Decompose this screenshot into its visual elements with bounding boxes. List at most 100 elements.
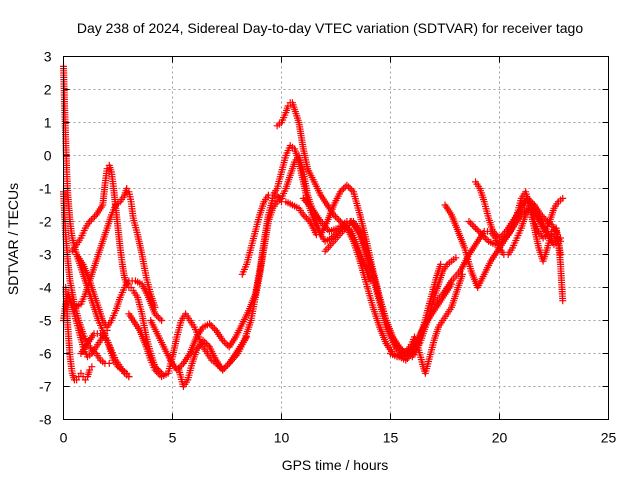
- x-tick-label: 5: [169, 430, 177, 446]
- data-point: [291, 204, 294, 206]
- data-point: [263, 247, 265, 249]
- data-point: [84, 379, 87, 381]
- data-point: [533, 204, 536, 206]
- data-point: [396, 356, 398, 358]
- data-point: [189, 352, 191, 355]
- data-point: [540, 220, 542, 223]
- data-point: [101, 204, 104, 206]
- data-point: [494, 237, 496, 239]
- data-point: [291, 101, 294, 104]
- data-point: [415, 349, 418, 352]
- data-point: [73, 379, 76, 381]
- data-point: [433, 339, 435, 342]
- data-point: [128, 286, 130, 289]
- data-point: [559, 263, 562, 266]
- data-point: [263, 200, 265, 203]
- data-point: [474, 227, 477, 229]
- data-point: [99, 359, 102, 361]
- data-point: [481, 233, 483, 236]
- data-point: [123, 372, 126, 375]
- data-point: [555, 230, 557, 233]
- data-point: [128, 280, 130, 282]
- data-point: [121, 263, 124, 266]
- y-tick-label: -2: [39, 214, 52, 230]
- data-point: [315, 233, 318, 236]
- data-point: [95, 299, 97, 302]
- data-point: [254, 230, 257, 233]
- data-point: [537, 247, 540, 249]
- y-tick-label: 2: [44, 82, 52, 98]
- data-point: [433, 296, 435, 299]
- data-point: [101, 319, 104, 322]
- data-point: [385, 326, 387, 328]
- data-point: [333, 214, 335, 216]
- data-point: [520, 197, 523, 200]
- data-point: [258, 273, 261, 276]
- data-point: [176, 336, 178, 338]
- data-point: [154, 313, 156, 315]
- data-point: [245, 263, 248, 266]
- series-track-21: [517, 194, 567, 305]
- data-point: [527, 197, 529, 200]
- data-point: [77, 375, 80, 378]
- y-tick-label: -7: [39, 379, 52, 395]
- x-tick-label: 25: [601, 430, 617, 446]
- data-point: [337, 227, 339, 229]
- data-point: [446, 263, 448, 266]
- series-track-17: [408, 254, 460, 361]
- data-point: [84, 227, 87, 229]
- data-point: [250, 319, 252, 322]
- data-point: [123, 194, 126, 196]
- data-point: [450, 280, 453, 282]
- data-point: [258, 214, 261, 216]
- data-series: [60, 62, 567, 390]
- data-point: [106, 326, 108, 328]
- data-point: [104, 332, 106, 335]
- data-point: [110, 171, 113, 173]
- data-point: [309, 220, 311, 223]
- data-point: [64, 138, 67, 140]
- data-point: [202, 339, 204, 342]
- data-point: [271, 207, 274, 210]
- data-point: [455, 293, 457, 295]
- data-point: [241, 273, 244, 276]
- data-point: [350, 220, 353, 223]
- y-tick-label: -3: [39, 247, 52, 263]
- data-point: [333, 240, 335, 243]
- data-point: [450, 214, 453, 216]
- data-point: [378, 326, 381, 328]
- data-point: [149, 293, 152, 295]
- data-point: [241, 323, 244, 325]
- data-point: [84, 280, 87, 282]
- data-point: [319, 233, 322, 236]
- data-point: [444, 204, 446, 206]
- data-point: [422, 365, 425, 368]
- data-point: [483, 230, 486, 233]
- data-point: [293, 161, 296, 163]
- data-point: [276, 187, 278, 190]
- data-point: [561, 197, 564, 200]
- data-point: [139, 329, 141, 332]
- data-point: [67, 260, 69, 262]
- data-point: [215, 359, 217, 361]
- data-point: [289, 174, 292, 177]
- data-point: [86, 356, 89, 358]
- data-point: [385, 342, 387, 345]
- data-point: [276, 200, 278, 203]
- y-tick-label: -1: [39, 181, 52, 197]
- data-point: [442, 319, 444, 322]
- data-point: [63, 105, 66, 107]
- data-point: [91, 365, 93, 368]
- data-point: [80, 372, 82, 375]
- data-point: [84, 293, 87, 295]
- data-point: [435, 276, 438, 279]
- data-point: [130, 200, 132, 203]
- data-point: [352, 240, 355, 243]
- data-point: [359, 214, 361, 216]
- data-point: [169, 359, 172, 361]
- data-point: [80, 303, 82, 305]
- data-point: [431, 293, 433, 295]
- data-point: [228, 346, 230, 348]
- data-point: [496, 250, 499, 252]
- data-point: [243, 339, 246, 342]
